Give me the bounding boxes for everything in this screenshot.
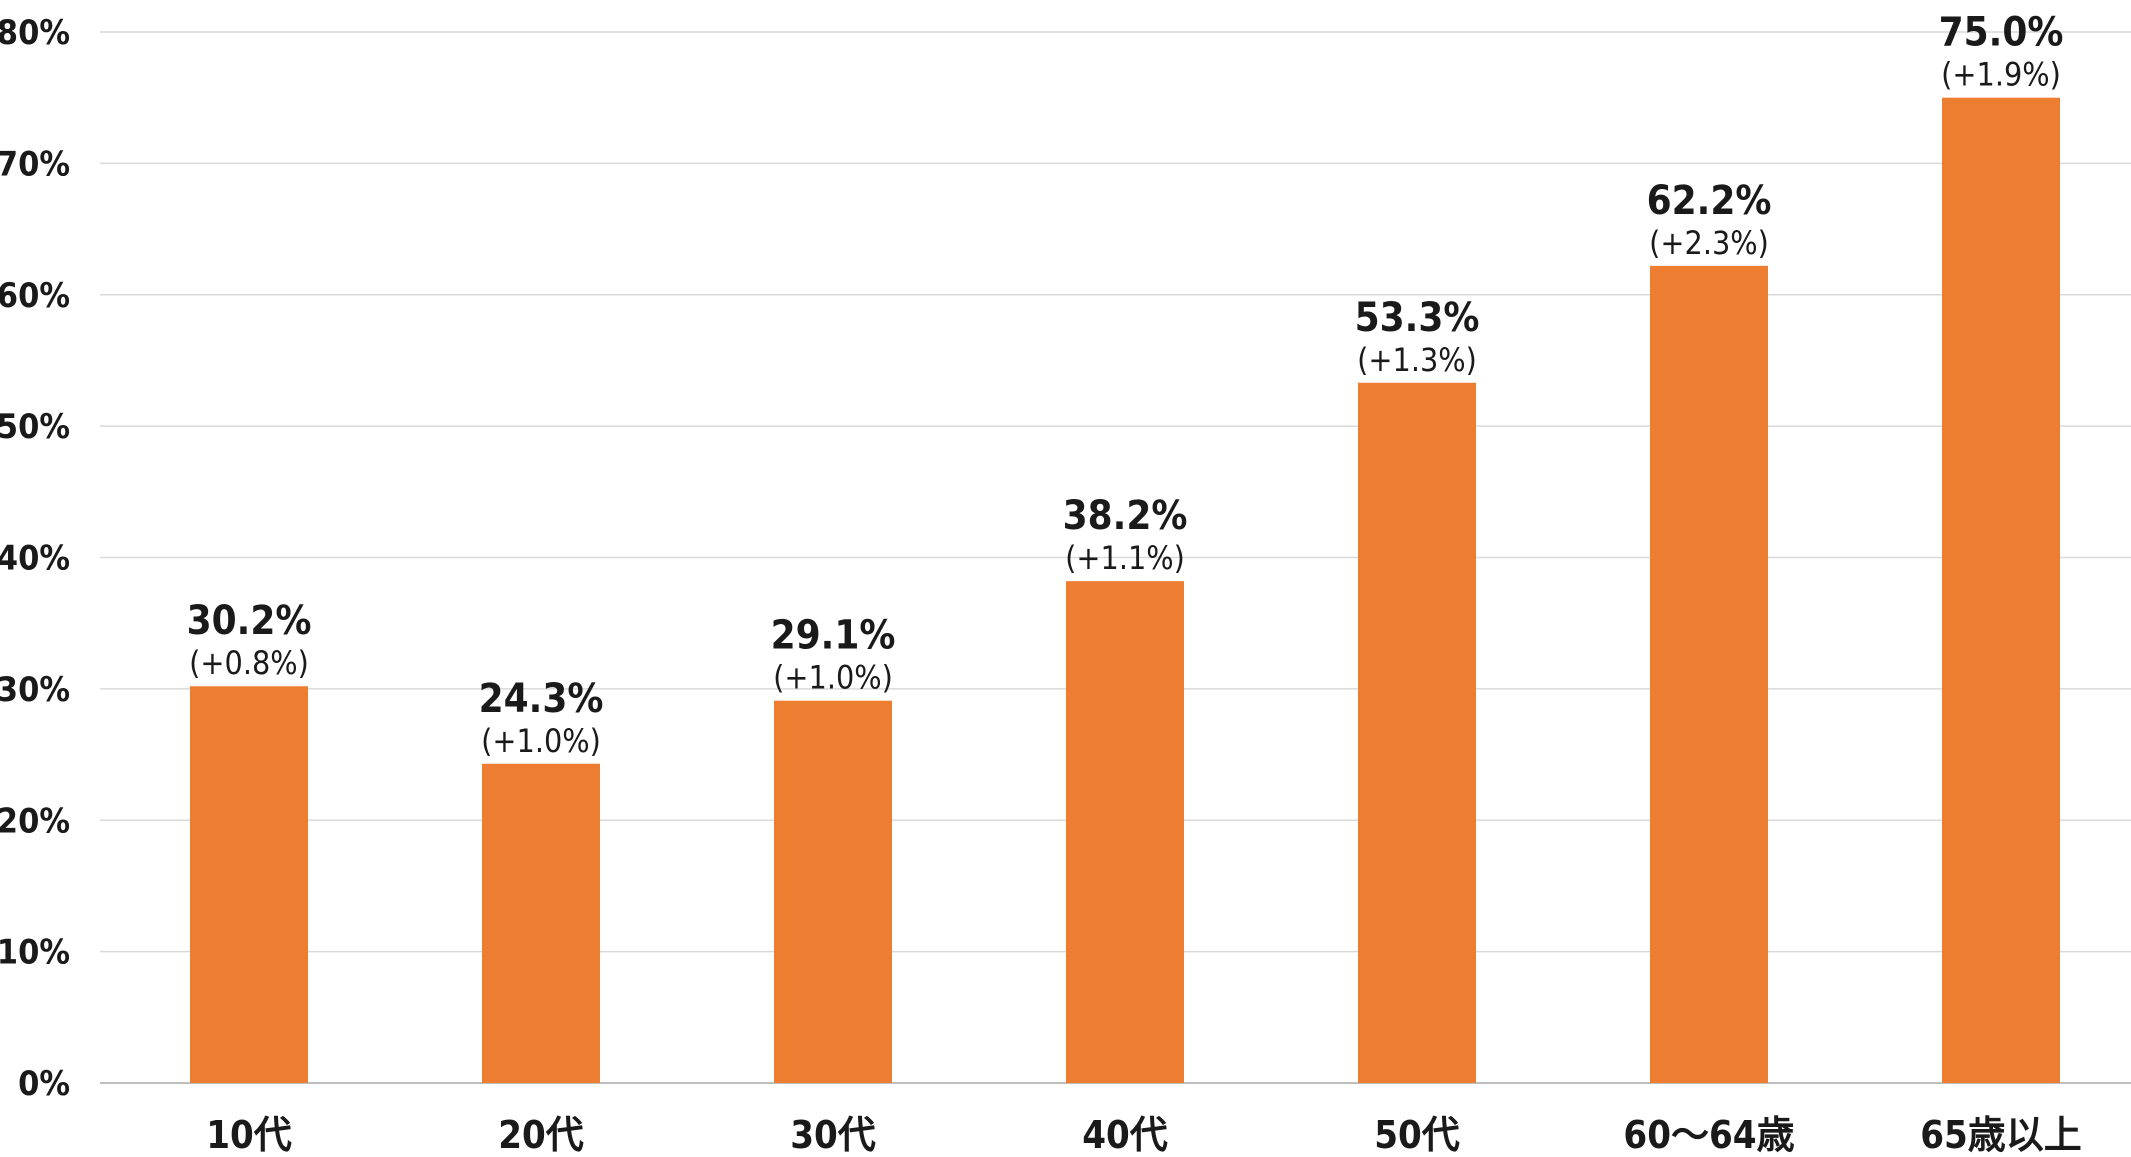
- category-label: 50代: [1374, 1113, 1460, 1157]
- y-tick-label: 70%: [0, 144, 70, 184]
- y-tick-label: 10%: [0, 933, 70, 973]
- bar: [1358, 382, 1476, 1083]
- y-tick-label: 30%: [0, 670, 70, 710]
- y-axis-tick-labels: 0% 10% 20% 30% 40% 50% 60% 70% 80%: [0, 13, 70, 1104]
- bars: [190, 97, 2060, 1083]
- data-labels: 30.2%(+0.8%)24.3%(+1.0%)29.1%(+1.0%)38.2…: [187, 10, 2064, 760]
- bar: [190, 686, 308, 1083]
- change-label: (+1.9%): [1941, 56, 2061, 94]
- value-label: 62.2%: [1647, 178, 1772, 224]
- value-label: 24.3%: [479, 676, 604, 722]
- change-label: (+2.3%): [1649, 224, 1769, 262]
- change-label: (+1.3%): [1357, 341, 1477, 379]
- value-label: 29.1%: [771, 613, 896, 659]
- y-tick-label: 60%: [0, 276, 70, 316]
- x-axis-category-labels: 10代 20代 30代 40代 50代 60～64歳 65歳以上: [206, 1113, 2082, 1157]
- value-label: 53.3%: [1355, 295, 1480, 341]
- category-label: 60～64歳: [1623, 1113, 1794, 1157]
- gridlines: [100, 31, 2131, 1084]
- y-tick-label: 40%: [0, 539, 70, 579]
- bar: [1650, 265, 1768, 1083]
- bar: [1942, 97, 2060, 1083]
- category-label: 40代: [1082, 1113, 1168, 1157]
- change-label: (+1.0%): [481, 722, 601, 760]
- category-label: 10代: [206, 1113, 292, 1157]
- y-tick-label: 80%: [0, 13, 70, 53]
- y-tick-label: 50%: [0, 407, 70, 447]
- value-label: 75.0%: [1939, 10, 2064, 56]
- change-label: (+1.0%): [773, 659, 893, 697]
- change-label: (+0.8%): [189, 644, 309, 682]
- value-label: 30.2%: [187, 598, 312, 644]
- y-tick-label: 20%: [0, 801, 70, 841]
- category-label: 20代: [498, 1113, 584, 1157]
- y-tick-label: 0%: [18, 1064, 70, 1104]
- value-label: 38.2%: [1063, 493, 1188, 539]
- bar: [1066, 581, 1184, 1083]
- category-label: 30代: [790, 1113, 876, 1157]
- bar: [774, 700, 892, 1083]
- change-label: (+1.1%): [1065, 539, 1185, 577]
- bar: [482, 763, 600, 1083]
- category-label: 65歳以上: [1920, 1113, 2082, 1157]
